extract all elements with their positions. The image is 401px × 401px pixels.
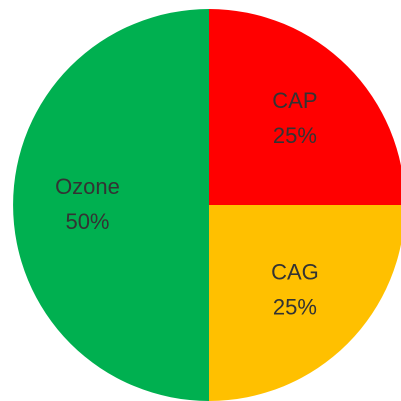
slice-label: Ozone — [55, 174, 120, 199]
slice-value-label: 25% — [273, 123, 317, 148]
slice-value-label: 50% — [65, 209, 109, 234]
pie-slice — [13, 9, 210, 401]
pie-slice — [209, 9, 401, 205]
pie-slice — [209, 205, 401, 401]
slice-value-label: 25% — [273, 295, 317, 320]
slice-label: CAG — [271, 260, 319, 285]
slice-label: CAP — [272, 88, 317, 113]
